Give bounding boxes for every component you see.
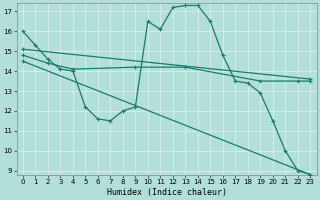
X-axis label: Humidex (Indice chaleur): Humidex (Indice chaleur) xyxy=(107,188,227,197)
